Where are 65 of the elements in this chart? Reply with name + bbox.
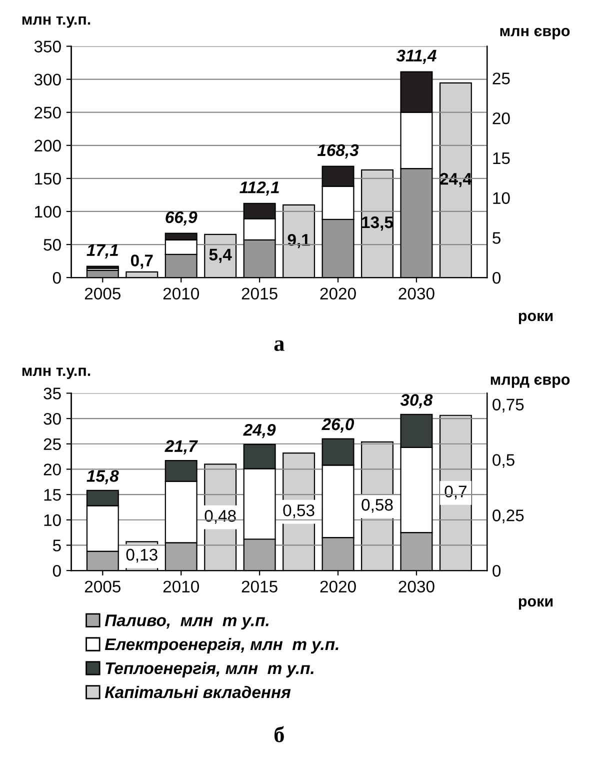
y2-tick-label: 20: [492, 112, 510, 124]
y2-tick-label: 25: [492, 72, 510, 84]
x-tick-label: 2030: [398, 580, 434, 593]
data-label: 0,53: [283, 504, 314, 518]
y-axis-title: млн т.у.п.: [22, 368, 90, 380]
y-tick-label: 5: [52, 540, 61, 552]
legend-label: Паливо, млн т у.п.: [104, 614, 268, 630]
data-label: 0,7: [130, 254, 153, 269]
total-label: 24,9: [243, 424, 276, 438]
y-tick-label: 0: [52, 272, 61, 284]
data-label: 0,13: [126, 548, 158, 563]
total-label: 15,8: [86, 470, 119, 484]
legend-label: Теплоенергія, млн т у.п.: [106, 662, 314, 678]
total-label: 168,3: [317, 144, 359, 159]
y2-tick-label: 0: [492, 564, 501, 577]
y-tick-label: 150: [35, 172, 61, 185]
y2-tick-label: 5: [492, 232, 501, 244]
y-tick-label: 10: [44, 514, 61, 526]
y2-tick-label: 0,5: [492, 454, 514, 468]
data-label: 5,4: [209, 248, 232, 263]
y-tick-label: 300: [34, 74, 61, 86]
x-tick-label: 2010: [163, 580, 199, 593]
legend-label: Електроенергія, млн т у.п.: [104, 638, 338, 654]
total-label: 66,9: [166, 211, 198, 226]
y-tick-label: 250: [34, 106, 61, 119]
total-label: 311,4: [396, 50, 436, 64]
x-tick-label: 2015: [242, 580, 278, 593]
total-label: 21,7: [164, 440, 198, 454]
y-axis-title: млн т.у.п.: [22, 16, 90, 28]
y2-tick-label: 15: [493, 152, 510, 164]
x-tick-label: 2010: [163, 288, 199, 300]
x-tick-label: 2005: [84, 288, 121, 300]
total-label: 112,1: [240, 181, 279, 196]
total-label: 30,8: [400, 394, 433, 408]
x-tick-label: 2005: [84, 580, 121, 593]
total-label: 17,1: [86, 244, 118, 258]
y-tick-label: 35: [44, 388, 61, 400]
y2-axis-title: млрд євро: [490, 376, 570, 388]
data-label: 13,5: [362, 216, 393, 231]
data-label: 0,48: [204, 510, 236, 524]
x-tick-label: 2030: [398, 288, 434, 300]
y-tick-label: 200: [34, 140, 61, 152]
y-tick-label: 25: [44, 438, 61, 450]
x-axis-title: роки: [518, 312, 553, 324]
x-tick-label: 2020: [320, 580, 356, 593]
text: б: [274, 726, 284, 742]
y2-tick-label: 0,25: [492, 510, 524, 524]
y2-axis-title: млн євро: [500, 28, 570, 40]
x-tick-label: 2015: [242, 288, 278, 300]
y-tick-label: 0: [52, 564, 61, 577]
y-tick-label: 50: [44, 238, 61, 251]
y2-tick-label: 0: [492, 272, 501, 284]
y-tick-label: 15: [44, 489, 61, 501]
y-tick-label: 20: [44, 464, 61, 476]
total-label: 26,0: [322, 418, 354, 433]
y-tick-label: 350: [34, 40, 61, 52]
y2-tick-label: 10: [493, 192, 510, 204]
y-tick-label: 100: [35, 206, 61, 218]
text: а: [274, 340, 284, 352]
x-tick-label: 2020: [320, 288, 356, 300]
x-axis-title: роки: [518, 598, 553, 610]
data-label: 0,58: [362, 498, 393, 513]
legend-label: Капітальні вкладення: [104, 686, 291, 698]
y-tick-label: 30: [44, 412, 61, 425]
y2-tick-label: 0,75: [492, 398, 524, 412]
